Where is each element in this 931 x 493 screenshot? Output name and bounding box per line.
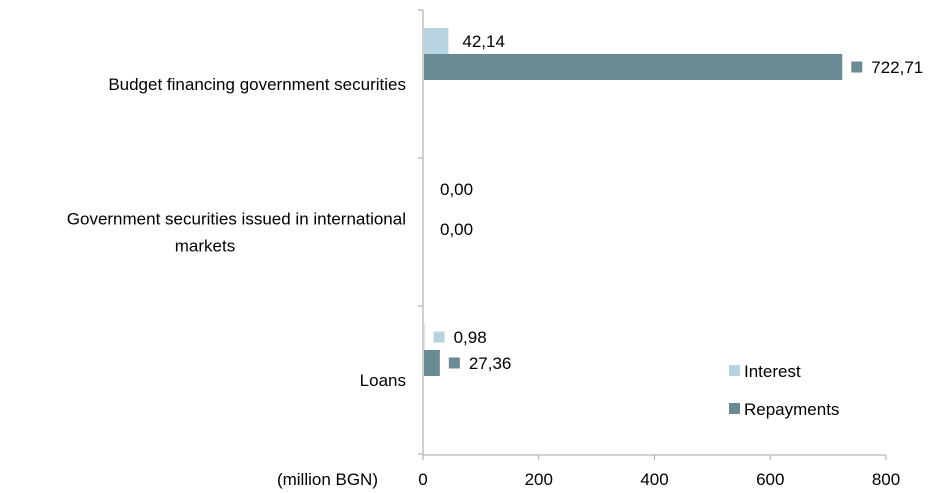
legend-swatch — [729, 365, 740, 376]
category-label: markets — [175, 237, 235, 256]
x-tick-label: 800 — [872, 470, 900, 489]
chart-legend: Interest Repayments — [729, 362, 839, 419]
bar-repayments — [424, 54, 843, 80]
x-tick-label: 600 — [756, 470, 784, 489]
data-label: 0,98 — [454, 328, 487, 347]
bar-interest — [424, 324, 425, 350]
x-tick-label: 200 — [525, 470, 553, 489]
category-label: Loans — [360, 371, 406, 390]
data-label-key — [433, 331, 445, 343]
bar-repayments — [424, 350, 440, 376]
data-label: 27,36 — [469, 354, 512, 373]
x-tick-label: 0 — [418, 470, 427, 489]
chart-axes: 0 200 400 600 800 (million BGN) Budget financi… — [67, 9, 900, 489]
chart-marks: 42,14 0,00 0,98 722,71 0,00 27,36 — [424, 28, 923, 376]
x-tick-label: 400 — [640, 470, 668, 489]
data-label: 0,00 — [440, 220, 473, 239]
data-label-key — [448, 357, 460, 369]
data-label-key — [851, 61, 863, 73]
legend-label: Repayments — [744, 400, 839, 419]
legend-label: Interest — [744, 362, 801, 381]
data-label: 0,00 — [440, 180, 473, 199]
x-axis-label: (million BGN) — [277, 470, 378, 489]
category-label: Budget financing government securities — [108, 75, 406, 94]
data-label: 42,14 — [462, 32, 505, 51]
legend-swatch — [729, 403, 740, 414]
data-label: 722,71 — [871, 58, 923, 77]
bar-interest — [424, 28, 449, 54]
category-label: Government securities issued in internat… — [67, 210, 406, 229]
